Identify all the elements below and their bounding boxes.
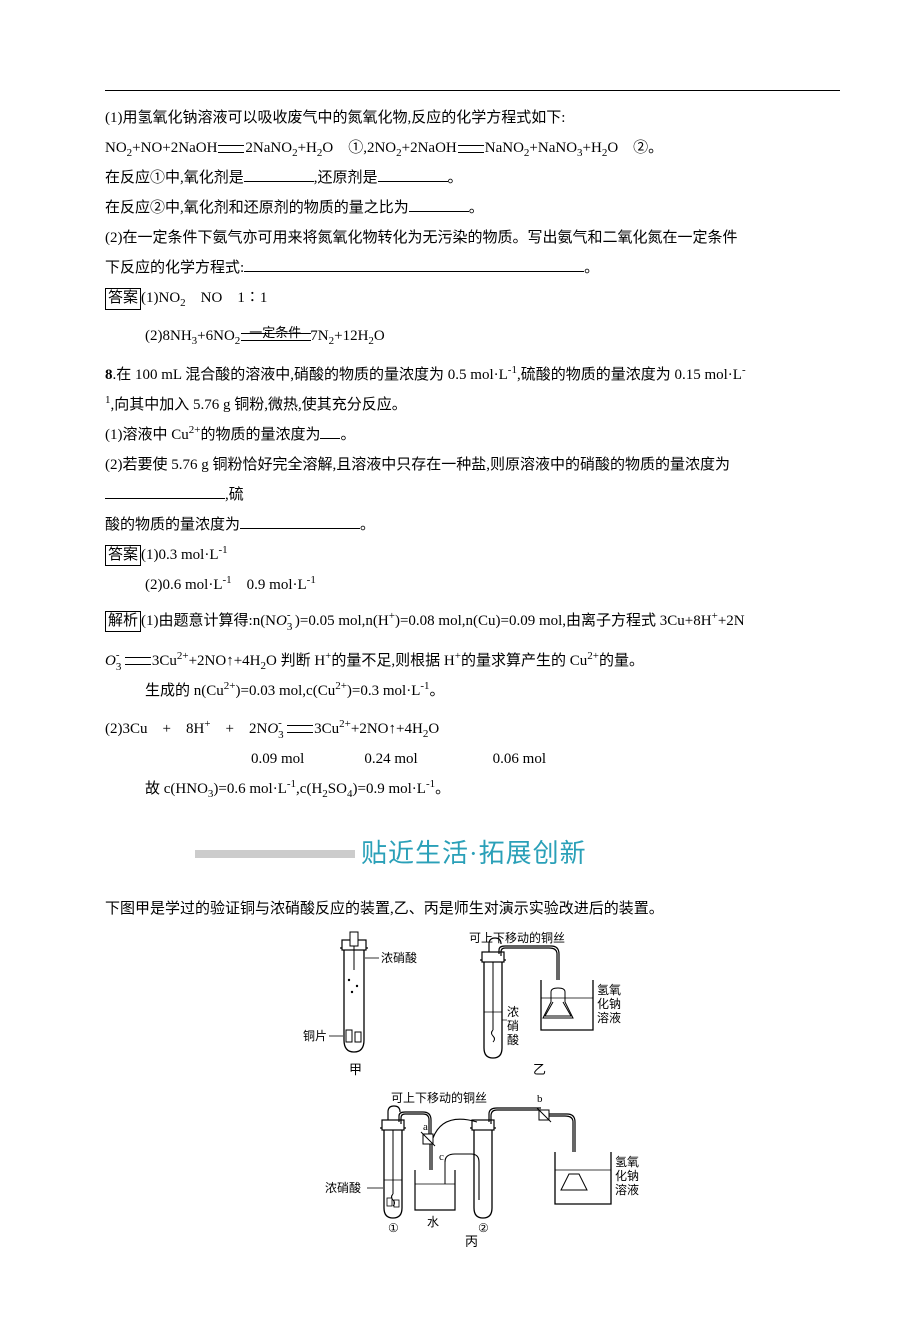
q8-explain-3: 生成的 n(Cu2+)=0.03 mol,c(Cu2+)=0.3 mol·L-1… [105, 676, 840, 706]
svg-text:水: 水 [427, 1215, 439, 1229]
svg-text:a: a [423, 1121, 428, 1133]
condition-label: 一定条件 [240, 320, 310, 346]
blank [320, 421, 340, 439]
blank [244, 165, 314, 183]
blank [409, 195, 469, 213]
blank [105, 481, 225, 499]
q8-number: 8 [105, 367, 113, 383]
svg-text:氢氧: 氢氧 [597, 982, 621, 997]
svg-text:①: ① [388, 1221, 399, 1235]
q8-stoich: 0.09 mol 0.24 mol 0.06 mol [105, 744, 840, 774]
svg-text:浓: 浓 [507, 1005, 519, 1019]
q7-line4b: 。 [469, 200, 484, 216]
q8-answer-1: 答案(1)0.3 mol·L-1 [105, 540, 840, 570]
q8-p1: (1)溶液中 Cu2+的物质的量浓度为。 [105, 420, 840, 450]
apparatus-bing: 可上下移动的铜丝 浓硝酸 ① [325, 1090, 639, 1249]
q8-answer-2: (2)0.6 mol·L-1 0.9 mol·L-1 [105, 570, 840, 600]
q8-stem-2: 1,向其中加入 5.76 g 铜粉,微热,使其充分反应。 [105, 390, 840, 420]
q8-p2a: (2)若要使 5.76 g 铜粉恰好完全溶解,且溶液中只存在一种盐,则原溶液中的… [105, 450, 840, 510]
blank [244, 255, 584, 273]
explain-label: 解析 [105, 611, 141, 633]
q7-line3: 在反应①中,氧化剂是 ,还原剂是 。 [105, 163, 840, 193]
svg-text:氢氧: 氢氧 [615, 1154, 639, 1169]
section-bar [195, 850, 355, 858]
apparatus-jia: 浓硝酸 铜片 甲 [303, 932, 417, 1077]
svg-text:化钠: 化钠 [597, 996, 621, 1011]
svg-text:溶液: 溶液 [597, 1010, 621, 1025]
svg-text:c: c [439, 1151, 444, 1163]
svg-text:b: b [537, 1093, 543, 1105]
diagram: 浓硝酸 铜片 甲 可上下移动的铜丝 [105, 930, 840, 1261]
blank [240, 511, 360, 529]
label-conc-acid: 浓硝酸 [381, 950, 417, 965]
q9-stem: 下图甲是学过的验证铜与浓硝酸反应的装置,乙、丙是师生对演示实验改进后的装置。 [105, 894, 840, 924]
svg-text:可上下移动的铜丝: 可上下移动的铜丝 [391, 1090, 487, 1105]
q7-line1: (1)用氢氧化钠溶液可以吸收废气中的氮氧化物,反应的化学方程式如下: [105, 103, 840, 133]
q7-line5c: 。 [584, 260, 599, 276]
q8-explain-5: 故 c(HNO3)=0.6 mol·L-1,c(H2SO4)=0.9 mol·L… [105, 774, 840, 804]
top-rule [105, 90, 840, 91]
svg-text:化钠: 化钠 [615, 1168, 639, 1183]
apparatus-svg: 浓硝酸 铜片 甲 可上下移动的铜丝 [283, 930, 663, 1250]
q8-explain-4: (2)3Cu + 8H+ + 2NO-33Cu2++2NO↑+4H2O [105, 714, 840, 744]
q7-equations: NO2+NO+2NaOH2NaNO2+H2O ①,2NO2+2NaOHNaNO2… [105, 133, 840, 163]
svg-text:②: ② [478, 1221, 489, 1235]
q7-line4: 在反应②中,氧化剂和还原剂的物质的量之比为 。 [105, 193, 840, 223]
q7-line5b: 下反应的化学方程式: [105, 260, 244, 276]
answer-label: 答案 [105, 545, 141, 567]
label-jia: 甲 [349, 1062, 362, 1077]
q8-explain-1: 解析(1)由题意计算得:n(NO-3)=0.05 mol,n(H+)=0.08 … [105, 606, 840, 636]
q7-line4a: 在反应②中,氧化剂和还原剂的物质的量之比为 [105, 200, 409, 216]
section-header: 贴近生活·拓展创新 [105, 828, 840, 880]
q7-answer-1: 答案(1)NO2 NO 1∶1 [105, 283, 840, 313]
svg-text:酸: 酸 [507, 1032, 519, 1047]
label-yi: 乙 [533, 1062, 546, 1077]
blank [378, 165, 448, 183]
section-title: 贴近生活·拓展创新 [361, 828, 587, 880]
q8-p2b: 酸的物质的量浓度为。 [105, 510, 840, 540]
apparatus-yi: 可上下移动的铜丝 浓 硝 酸 [469, 930, 621, 1077]
q7-line5a: (2)在一定条件下氨气亦可用来将氮氧化物转化为无污染的物质。写出氨气和二氧化氮在… [105, 223, 840, 253]
q7-line5b-row: 下反应的化学方程式: 。 [105, 253, 840, 283]
q7-line3a: 在反应①中,氧化剂是 [105, 170, 244, 186]
q7-line3c: 。 [448, 170, 463, 186]
svg-text:浓硝酸: 浓硝酸 [325, 1180, 361, 1195]
q8-stem-1: 8.在 100 mL 混合酸的溶液中,硝酸的物质的量浓度为 0.5 mol·L-… [105, 360, 840, 390]
q8-explain-2: O-33Cu2++2NO↑+4H2O 判断 H+的量不足,则根据 H+的量求算产… [105, 646, 840, 676]
q7-line3b: ,还原剂是 [314, 170, 378, 186]
answer-label: 答案 [105, 288, 141, 310]
page: (1)用氢氧化钠溶液可以吸收废气中的氮氧化物,反应的化学方程式如下: NO2+N… [0, 0, 920, 1321]
svg-text:硝: 硝 [507, 1019, 519, 1033]
svg-text:溶液: 溶液 [615, 1182, 639, 1197]
label-top-wire: 可上下移动的铜丝 [469, 930, 565, 945]
label-cu: 铜片 [303, 1028, 327, 1043]
label-bing: 丙 [465, 1234, 478, 1249]
q7-answer-2: (2)8NH3+6NO2 一定条件 7N2+12H2O [105, 321, 840, 352]
